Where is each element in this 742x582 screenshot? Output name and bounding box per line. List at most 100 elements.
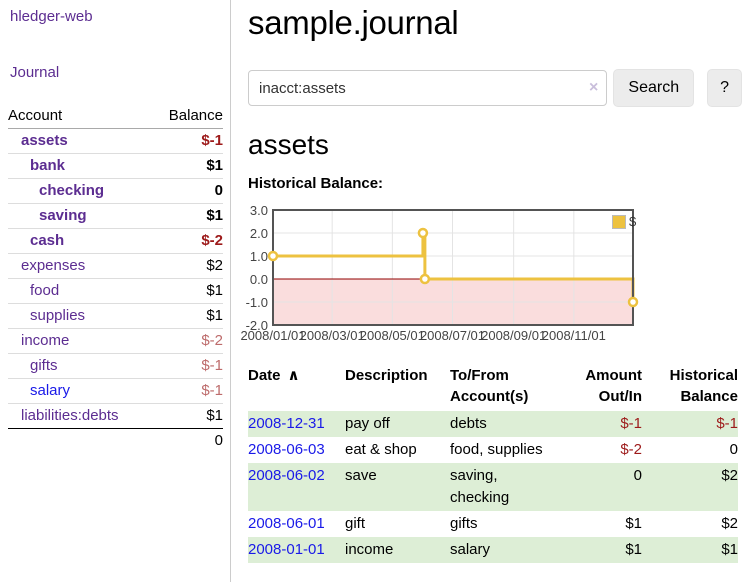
sidebar: hledger-web Journal Account Balance asse… (0, 0, 231, 582)
account-balance: $-1 (201, 357, 223, 374)
account-link-gifts[interactable]: gifts (30, 357, 58, 374)
transaction-date-link[interactable]: 2008-06-01 (248, 515, 325, 532)
account-cell: liabilities:debts (8, 404, 158, 429)
account-link-income[interactable]: income (21, 332, 70, 349)
account-cell: expenses (8, 254, 158, 279)
search-button[interactable]: Search (613, 69, 695, 107)
transaction-balance: $1 (721, 541, 738, 558)
x-axis-tick-label: 2008/11/01 (541, 328, 606, 343)
account-link-expenses[interactable]: expenses (21, 257, 86, 274)
transaction-accounts: saving, checking (450, 467, 510, 506)
y-axis-tick-label: -2.0 (245, 318, 268, 333)
transaction-row: 2008-06-01 gift gifts $1 $2 (248, 511, 738, 537)
transactions-header-row: Date ∧ Description To/From Account(s) Amount… (248, 365, 738, 411)
transaction-row: 2008-06-03 eat & shop food, supplies $-2 0 (248, 437, 738, 463)
transaction-accounts: gifts (450, 515, 478, 532)
transaction-date-link[interactable]: 2008-12-31 (248, 415, 325, 432)
account-link-bank[interactable]: bank (30, 157, 66, 174)
transaction-amount: $-1 (620, 415, 642, 432)
account-cell: food (8, 279, 158, 304)
account-balance: $1 (206, 407, 223, 424)
y-axis-tick-label: -1.0 (245, 295, 268, 310)
column-header-amount-out-in: Amount Out/In (560, 365, 642, 411)
transaction-date-cell: 2008-01-01 (248, 537, 345, 563)
account-link-checking[interactable]: checking (39, 182, 105, 199)
column-header-label: Date (248, 367, 281, 384)
transaction-date-cell: 2008-06-03 (248, 437, 345, 463)
account-balance: 0 (214, 182, 223, 199)
chart-title: Historical Balance: (248, 175, 384, 192)
transaction-description: pay off (345, 415, 390, 432)
main-content: sample.journal × Search ? assets Histori… (240, 0, 742, 563)
accounts-header-row: Account Balance (8, 104, 223, 129)
column-header-historical-balance: Historical Balance (642, 365, 738, 411)
y-axis-tick-label: 2.0 (249, 226, 268, 241)
sidebar-item-journal[interactable]: Journal (10, 64, 60, 81)
search-input[interactable] (248, 70, 608, 106)
search-input-wrap: × (248, 70, 608, 106)
account-cell: income (8, 329, 158, 354)
account-cell: supplies (8, 304, 158, 329)
account-link-saving[interactable]: saving (39, 207, 87, 224)
account-link-salary[interactable]: salary (30, 382, 71, 399)
account-cell: gifts (8, 354, 158, 379)
help-button[interactable]: ? (707, 69, 742, 107)
account-balance: $-1 (201, 382, 223, 399)
transaction-description: gift (345, 515, 366, 532)
account-row: gifts $-1 (8, 354, 223, 379)
x-axis-tick-label: 2008/03/01 (299, 328, 365, 343)
account-row: income $-2 (8, 329, 223, 354)
accounts-header-account: Account (8, 104, 158, 129)
account-cell: saving (8, 204, 158, 229)
transaction-amount: $1 (625, 515, 642, 532)
transaction-date-cell: 2008-12-31 (248, 411, 345, 437)
search-form: × Search ? (248, 69, 742, 107)
transaction-description: save (345, 467, 377, 484)
account-row: cash $-2 (8, 229, 223, 254)
account-row: checking 0 (8, 179, 223, 204)
account-balance: $1 (206, 307, 223, 324)
column-header-label: Historical Balance (669, 367, 738, 405)
account-heading: assets (248, 129, 329, 160)
account-row: bank $1 (8, 154, 223, 179)
legend-series-label: $ (629, 214, 637, 229)
column-header-to-from-account-s-: To/From Account(s) (450, 365, 560, 411)
account-row: food $1 (8, 279, 223, 304)
transaction-balance: $2 (721, 515, 738, 532)
transaction-amount: $-2 (620, 441, 642, 458)
transaction-date-link[interactable]: 2008-06-02 (248, 467, 325, 484)
account-row: supplies $1 (8, 304, 223, 329)
x-axis-tick-label: 2008/07/01 (419, 328, 486, 343)
account-row: saving $1 (8, 204, 223, 229)
accounts-total-spacer (8, 428, 158, 453)
transaction-balance: $2 (721, 467, 738, 484)
account-link-food[interactable]: food (30, 282, 60, 299)
account-row: assets $-1 (8, 129, 223, 154)
account-balance: $-1 (201, 132, 223, 149)
transaction-balance: $-1 (716, 415, 738, 432)
transaction-date-cell: 2008-06-02 (248, 463, 345, 511)
account-row: expenses $2 (8, 254, 223, 279)
transaction-row: 2008-06-02 save saving, checking 0 $2 (248, 463, 738, 511)
legend-color-swatch (612, 214, 626, 229)
account-link-supplies[interactable]: supplies (30, 307, 86, 324)
transaction-date-link[interactable]: 2008-01-01 (248, 541, 325, 558)
account-row: salary $-1 (8, 379, 223, 404)
column-header-date[interactable]: Date ∧ (248, 365, 345, 411)
column-header-description: Description (345, 365, 450, 411)
balance-chart: 3.0 2.0 1.0 0.0 -1.0 -2.0 2008/01/01 2008/03/01… (240, 203, 668, 347)
chart-canvas (267, 209, 639, 326)
x-axis-tick-label: 2008/01/01 (240, 328, 306, 343)
account-link-liabilities-debts[interactable]: liabilities:debts (21, 407, 119, 424)
clear-search-icon[interactable]: × (589, 79, 599, 96)
brand-link[interactable]: hledger-web (10, 8, 93, 25)
account-link-cash[interactable]: cash (30, 232, 65, 249)
account-balance: $1 (206, 282, 223, 299)
account-cell: cash (8, 229, 158, 254)
transaction-accounts: salary (450, 541, 491, 558)
account-link-assets[interactable]: assets (21, 132, 68, 149)
y-axis-tick-label: 0.0 (249, 272, 268, 287)
transaction-date-link[interactable]: 2008-06-03 (248, 441, 325, 458)
column-header-label: Description (345, 367, 428, 384)
accounts-table: Account Balance assets $-1 bank $1 checking 0… (8, 104, 223, 453)
